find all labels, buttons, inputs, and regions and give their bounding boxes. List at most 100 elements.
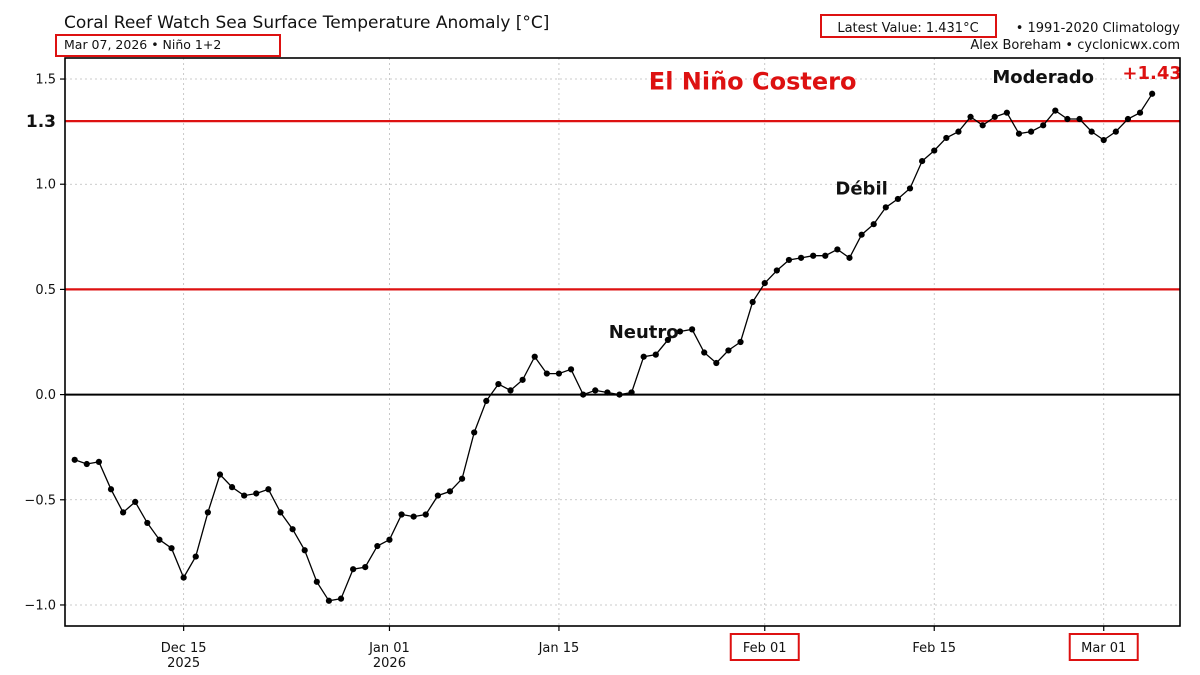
data-point [386,536,393,543]
data-point [1076,115,1083,123]
data-point [580,391,587,398]
data-point [434,492,441,499]
data-point [543,370,550,377]
data-point [737,338,744,346]
x-tick-label: Jan 15 [538,641,580,656]
data-point [362,563,369,571]
data-point [773,267,780,274]
x-tick-highlight-box [1068,633,1139,661]
x-tick-label: Mar 01 [1081,641,1126,656]
latest-value-label: Latest Value: 1.431°C [837,21,978,36]
y-tick-label: 0.5 [35,283,56,298]
data-point [1052,107,1059,114]
data-point [204,509,211,516]
data-point [749,298,756,306]
subtitle-highlight-box [55,34,281,57]
x-tick-label: Jan 01 [368,641,410,656]
data-point [1124,115,1132,123]
annotations: El Niño Costero Moderado Débil Neutro +1.43 [609,63,1182,343]
x-tick-year-label: 2025 [167,656,200,671]
data-point [604,389,611,396]
data-point [483,397,490,405]
data-point [1149,90,1156,97]
data-point [446,488,454,495]
data-point [906,185,914,192]
data-point [1064,115,1071,123]
y-tick-label: −1.0 [24,598,56,613]
data-point [144,519,151,527]
data-point [83,460,90,468]
x-tick-label: Dec 15 [161,641,207,656]
data-point [882,204,889,211]
x-tick-label: Feb 15 [912,641,956,656]
chart-subtitle: Mar 07, 2026 • Niño 1+2 [64,37,221,52]
data-point [120,509,127,516]
y-tick-label: −0.5 [24,493,56,508]
data-point [991,113,998,121]
data-point [216,471,224,478]
data-point [931,147,938,154]
data-point [458,475,466,482]
data-point [592,387,599,394]
data-point [410,513,417,520]
data-point [471,429,478,436]
series-line [74,93,1153,602]
y-tick-label: 1.5 [35,73,56,88]
data-point [1027,128,1035,135]
data-point [689,326,696,333]
annotation-debil: Débil [835,179,887,200]
data-point [241,492,248,499]
data-point [713,359,720,367]
climatology-label: • 1991-2020 Climatology [1016,21,1181,36]
data-point [967,113,974,121]
x-tick-year-label: 2026 [373,656,406,671]
annotation-moderado: Moderado [992,67,1094,88]
data-point [761,279,768,287]
data-point [71,456,78,463]
data-point [168,545,175,552]
data-point [1112,128,1119,135]
y-tick-label: 1.0 [35,178,56,193]
data-series [71,90,1156,604]
data-point [398,511,405,518]
data-point [192,553,199,560]
data-point [495,380,502,388]
data-point [652,351,659,358]
data-point [1100,136,1107,144]
data-point [1015,130,1023,137]
data-point [1040,122,1047,129]
data-point [555,370,563,377]
threshold-label: 1.3 [26,112,56,132]
data-point [277,509,284,516]
data-point [870,221,877,228]
data-point [228,484,236,491]
data-point [350,566,357,573]
data-point [531,353,538,360]
data-point [822,252,829,259]
data-point [846,254,853,261]
data-point [858,231,865,238]
reference-lines [65,120,1180,396]
data-point [1136,109,1144,116]
data-point [422,511,429,518]
data-point [628,389,635,396]
annotation-latest-value: +1.43 [1122,63,1182,84]
annotation-el-nino-costero: El Niño Costero [649,68,857,96]
data-point [180,574,187,581]
data-point [107,486,115,493]
data-point [95,458,102,466]
latest-value-highlight-box [820,14,997,38]
data-point [301,547,308,554]
data-point [265,486,272,493]
data-point [337,595,345,602]
data-point [664,336,671,343]
data-point [1088,128,1095,135]
data-point [132,498,139,505]
data-point [785,256,793,264]
data-point [313,578,320,585]
data-point [701,349,708,356]
data-point [810,252,817,259]
data-point [943,134,950,142]
